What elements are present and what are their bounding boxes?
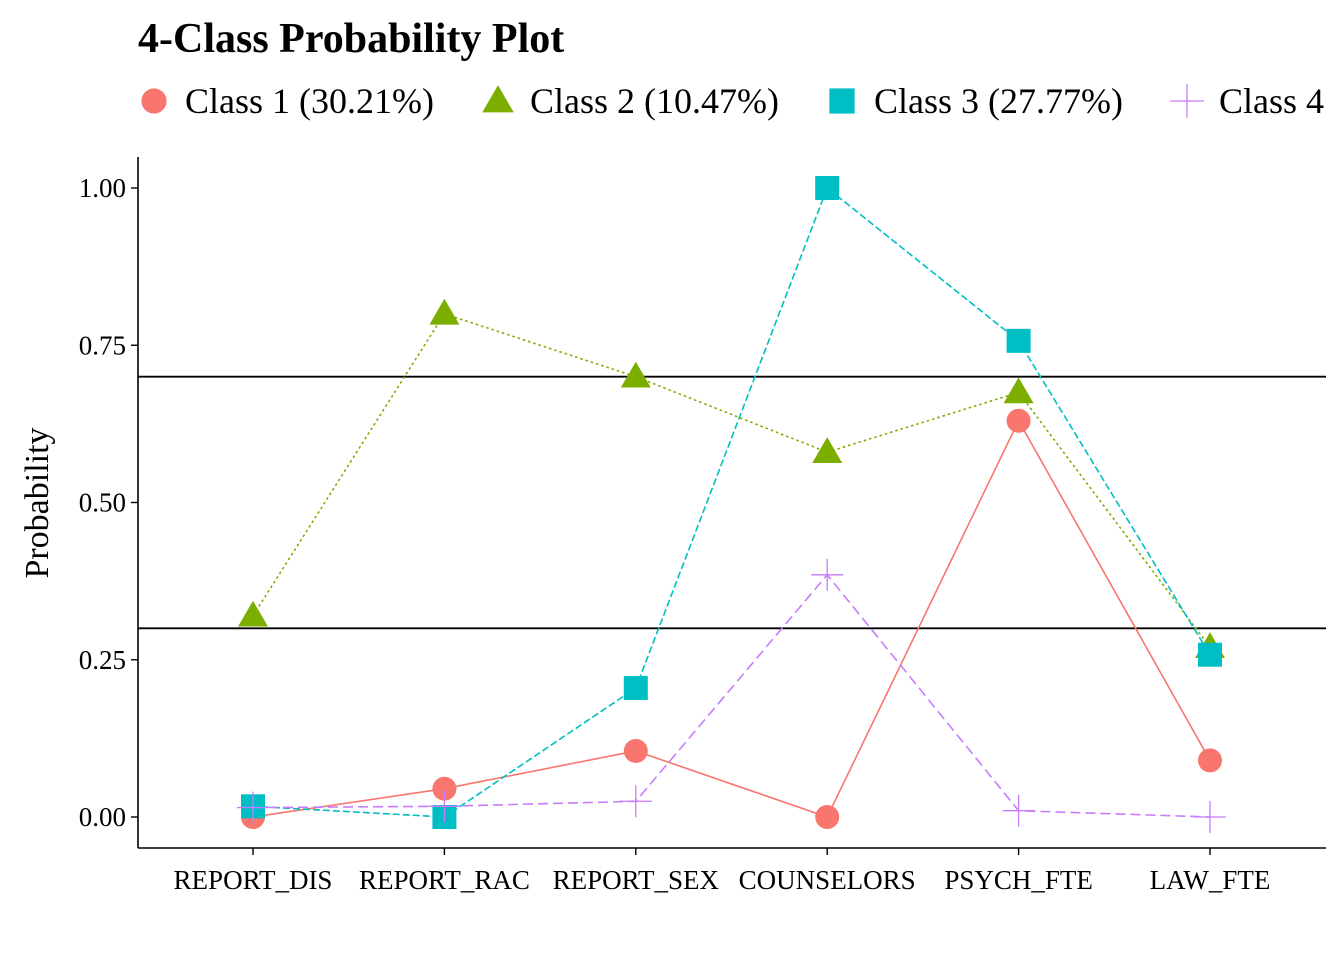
legend-label: Class 1 (30.21%) — [185, 81, 434, 121]
data-point — [815, 176, 840, 200]
data-point — [482, 85, 514, 113]
y-tick-label: 0.00 — [79, 802, 126, 832]
data-point — [620, 361, 651, 388]
x-tick-label: COUNSELORS — [739, 865, 916, 895]
y-tick-label: 1.00 — [79, 173, 126, 203]
series-3 — [252, 186, 1211, 818]
data-point — [1006, 408, 1031, 433]
data-point — [237, 791, 269, 824]
data-point — [1006, 328, 1031, 353]
y-tick-label: 0.25 — [79, 645, 126, 675]
series-3-points — [241, 176, 1222, 829]
x-tick-label: LAW_FTE — [1150, 865, 1271, 895]
series-2 — [252, 312, 1211, 648]
data-point — [1198, 748, 1222, 773]
data-point — [428, 790, 461, 823]
legend-entry: Class 1 (30.21%) — [141, 81, 434, 121]
data-point — [1198, 642, 1222, 667]
series-1 — [252, 419, 1211, 818]
data-point — [429, 298, 460, 325]
legend: Class 1 (30.21%) Class 2 (10.47%) Class 3 … — [141, 81, 1324, 121]
data-point — [623, 738, 648, 763]
x-tick-label: REPORT_DIS — [174, 865, 333, 895]
legend-label: Class 2 (10.47%) — [530, 81, 779, 121]
data-point — [1002, 794, 1035, 827]
series-2-points — [238, 298, 1225, 658]
data-point — [619, 785, 652, 818]
y-tick-label: 0.50 — [79, 488, 126, 518]
plot-area — [237, 176, 1226, 833]
x-tick-label: REPORT_SEX — [553, 865, 720, 895]
x-tick-label: REPORT_RAC — [359, 865, 530, 895]
data-point — [811, 558, 844, 591]
data-point — [1170, 84, 1204, 118]
series-line — [252, 419, 1211, 818]
axes: 0.00 0.25 0.50 0.75 1.00 REPORT_DIS REPORT_RAC… — [79, 157, 1326, 895]
data-point — [812, 437, 843, 463]
data-point — [829, 88, 855, 114]
data-point — [432, 776, 457, 801]
data-point — [623, 676, 648, 701]
data-point — [1003, 377, 1034, 404]
legend-label: Class 3 (27.77%) — [874, 81, 1123, 121]
data-point — [141, 88, 167, 114]
series-1-points — [241, 408, 1222, 829]
series-4-points — [237, 558, 1226, 833]
reference-lines — [138, 375, 1326, 630]
series-line — [252, 312, 1211, 648]
legend-entry: Class 2 (10.47%) — [482, 81, 779, 121]
y-axis-title: Probability — [19, 427, 56, 578]
legend-label: Class 4 — [1219, 81, 1324, 121]
legend-entry: Class 4 — [1170, 81, 1324, 121]
x-tick-label: PSYCH_FTE — [944, 865, 1093, 895]
series-4 — [252, 573, 1211, 818]
data-point — [238, 600, 268, 627]
y-tick-label: 0.75 — [79, 330, 126, 360]
legend-entry: Class 3 (27.77%) — [829, 81, 1123, 121]
data-point — [815, 805, 840, 829]
series-line — [252, 573, 1211, 818]
data-point — [1194, 801, 1226, 833]
chart-title: 4-Class Probability Plot — [138, 16, 564, 62]
series-line — [252, 186, 1211, 818]
